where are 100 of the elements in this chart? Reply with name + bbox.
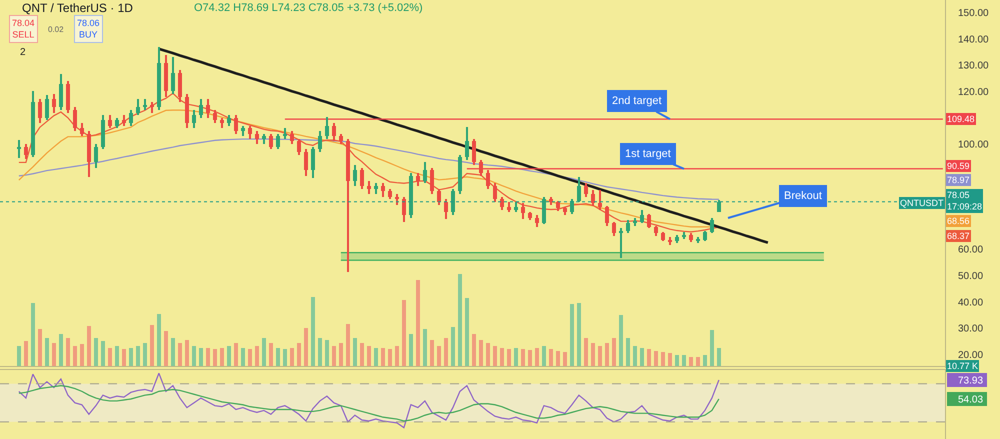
bar [388, 349, 392, 366]
bar [52, 343, 56, 366]
bar [514, 348, 518, 366]
bar [143, 343, 147, 366]
bar [444, 338, 448, 366]
bar [339, 343, 343, 366]
y-tick-label: 30.00 [958, 324, 984, 335]
bar [185, 340, 189, 366]
text: 78.97 [947, 175, 970, 185]
bar [360, 343, 364, 366]
bar [367, 346, 371, 366]
line-series [158, 48, 770, 244]
bar [486, 343, 490, 366]
line-series [18, 385, 720, 422]
y-tick-label: 60.00 [958, 244, 984, 256]
bar [717, 348, 721, 366]
annotation: 2 [20, 47, 26, 58]
bar [346, 324, 350, 366]
bar [563, 352, 567, 366]
bar [500, 348, 504, 366]
data-label: 109.48 [947, 114, 975, 124]
bar [353, 338, 357, 366]
bar [332, 346, 336, 366]
y-tick-label: 50.00 [958, 270, 984, 282]
bar [633, 346, 637, 366]
annotation: 0.02 [48, 25, 64, 34]
bar [668, 353, 672, 366]
bar [640, 348, 644, 366]
bar [311, 297, 315, 366]
bar [206, 348, 210, 366]
annotation: 1st target [625, 148, 671, 160]
bar [248, 349, 252, 366]
bar [213, 349, 217, 366]
data-label: 90.59 [947, 161, 970, 171]
bar [612, 338, 616, 366]
bar [283, 349, 287, 366]
bar [682, 355, 686, 366]
y-tick-label: 120.00 [958, 86, 990, 98]
bar [31, 303, 35, 366]
bar [570, 304, 574, 366]
bar [395, 346, 399, 366]
bar [556, 351, 560, 366]
bar [521, 349, 525, 366]
bar [38, 329, 42, 366]
bar [507, 349, 511, 366]
bar [129, 348, 133, 366]
annotation: 2nd target [612, 95, 662, 107]
bar [689, 357, 693, 366]
y-tick-label: 73.93 [958, 375, 984, 386]
bar [304, 328, 308, 366]
bar [409, 334, 413, 366]
bar [318, 338, 322, 366]
bar [108, 348, 112, 366]
bar [605, 343, 609, 366]
bar [192, 346, 196, 366]
text: 68.56 [947, 216, 970, 226]
bar [220, 348, 224, 366]
bar [528, 350, 532, 366]
text: 10.77 K [947, 361, 978, 371]
bar [619, 315, 623, 366]
y-tick-label: 140.00 [958, 34, 990, 46]
bar [542, 346, 546, 366]
bar [402, 300, 406, 366]
bar [17, 346, 21, 366]
bar [59, 334, 63, 366]
bar [535, 348, 539, 366]
y-tick-label: 20.00 [958, 350, 984, 361]
bar [423, 329, 427, 366]
bar [269, 343, 273, 366]
bar [584, 338, 588, 366]
bar [598, 346, 602, 366]
bar [458, 274, 462, 366]
bar [276, 348, 280, 366]
bar [66, 338, 70, 366]
bar [577, 303, 581, 366]
line-series [18, 92, 720, 232]
bar [171, 338, 175, 366]
bar [325, 340, 329, 366]
bar [73, 346, 77, 366]
annotation: 78.04 SELL [12, 18, 35, 40]
bar [45, 338, 49, 366]
annotation: O74.32 H78.69 L74.23 C78.05 +3.73 (+5.02%) [194, 2, 423, 14]
bar [115, 346, 119, 366]
y-tick-label: 100.00 [958, 140, 990, 151]
bar [87, 326, 91, 366]
bar [416, 280, 420, 366]
y-tick-label: 150.00 [958, 8, 990, 20]
text: 68.37 [947, 231, 970, 241]
bar [710, 330, 714, 366]
bar [178, 343, 182, 366]
bar [479, 340, 483, 366]
bar [122, 349, 126, 366]
bar [465, 298, 469, 366]
bar [493, 346, 497, 366]
bar [626, 338, 630, 366]
bar [290, 348, 294, 366]
y-tick-label: 54.03 [958, 394, 984, 406]
bar [241, 348, 245, 366]
line-series [18, 372, 720, 428]
annotation: 78.06 BUY [77, 18, 100, 40]
